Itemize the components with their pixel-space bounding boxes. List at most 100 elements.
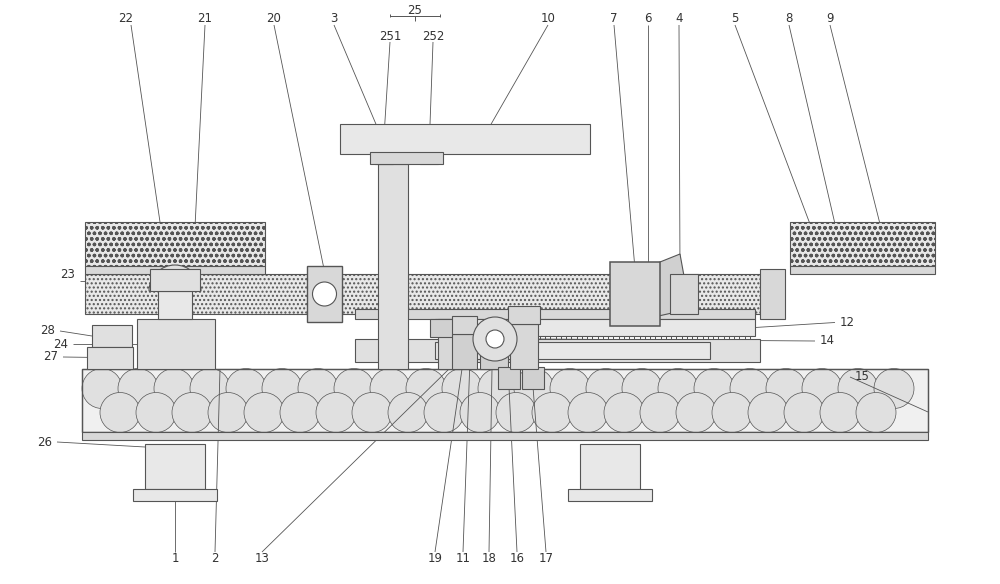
Text: 28: 28 xyxy=(40,325,55,338)
Bar xyxy=(82,369,928,432)
Circle shape xyxy=(486,330,504,348)
Text: 23: 23 xyxy=(60,269,75,281)
Text: 14: 14 xyxy=(820,335,835,347)
Bar xyxy=(137,319,215,369)
Bar xyxy=(87,347,133,369)
Text: 16: 16 xyxy=(510,552,524,565)
Text: 24: 24 xyxy=(53,338,68,350)
Circle shape xyxy=(424,392,464,433)
Bar xyxy=(568,489,652,501)
Circle shape xyxy=(730,369,770,408)
Text: 11: 11 xyxy=(456,552,471,565)
Bar xyxy=(435,319,755,336)
Bar xyxy=(85,274,760,314)
Text: 25: 25 xyxy=(408,4,422,16)
Bar xyxy=(430,319,468,337)
Bar xyxy=(355,339,760,362)
Text: 4: 4 xyxy=(675,12,683,26)
Circle shape xyxy=(748,392,788,433)
Circle shape xyxy=(568,392,608,433)
Bar xyxy=(92,325,132,347)
Circle shape xyxy=(856,392,896,433)
Text: 18: 18 xyxy=(482,552,496,565)
Circle shape xyxy=(694,369,734,408)
Circle shape xyxy=(874,369,914,408)
Circle shape xyxy=(154,369,194,408)
Wedge shape xyxy=(149,265,201,291)
Polygon shape xyxy=(630,254,690,319)
Bar xyxy=(522,367,544,389)
Circle shape xyxy=(820,392,860,433)
Bar xyxy=(790,222,935,266)
Bar xyxy=(610,262,660,326)
Bar xyxy=(510,324,538,369)
Circle shape xyxy=(550,369,590,408)
Bar xyxy=(790,266,935,274)
Circle shape xyxy=(226,369,266,408)
Bar xyxy=(85,222,265,266)
Bar xyxy=(82,369,928,432)
Bar xyxy=(82,432,928,440)
Text: 2: 2 xyxy=(211,552,219,565)
Circle shape xyxy=(100,392,140,433)
Circle shape xyxy=(478,369,518,408)
Text: 8: 8 xyxy=(785,12,793,26)
Bar xyxy=(580,444,640,489)
Bar xyxy=(133,489,217,501)
Text: 251: 251 xyxy=(379,30,401,43)
Circle shape xyxy=(766,369,806,408)
Bar xyxy=(435,342,710,359)
Bar xyxy=(438,319,460,369)
Text: 19: 19 xyxy=(428,552,442,565)
Text: 17: 17 xyxy=(538,552,554,565)
Circle shape xyxy=(473,317,517,361)
Bar xyxy=(480,329,508,369)
Text: 22: 22 xyxy=(119,12,134,26)
Circle shape xyxy=(640,392,680,433)
Circle shape xyxy=(442,369,482,408)
Circle shape xyxy=(280,392,320,433)
Circle shape xyxy=(586,369,626,408)
Circle shape xyxy=(712,392,752,433)
Text: 9: 9 xyxy=(826,12,834,26)
Text: 13: 13 xyxy=(255,552,269,565)
Circle shape xyxy=(532,392,572,433)
Circle shape xyxy=(82,369,122,408)
Circle shape xyxy=(676,392,716,433)
Circle shape xyxy=(622,369,662,408)
Circle shape xyxy=(334,369,374,408)
Circle shape xyxy=(460,392,500,433)
Bar xyxy=(420,154,438,164)
Text: 5: 5 xyxy=(731,12,739,26)
Bar xyxy=(498,367,520,389)
Circle shape xyxy=(262,369,302,408)
Bar xyxy=(340,124,590,154)
Text: 6: 6 xyxy=(644,12,652,26)
Bar xyxy=(150,269,200,291)
Circle shape xyxy=(298,369,338,408)
Circle shape xyxy=(244,392,284,433)
Text: 1: 1 xyxy=(171,552,179,565)
Circle shape xyxy=(604,392,644,433)
Circle shape xyxy=(388,392,428,433)
Bar xyxy=(378,164,408,369)
Text: 10: 10 xyxy=(541,12,555,26)
Text: 12: 12 xyxy=(840,316,855,329)
Circle shape xyxy=(316,392,356,433)
Circle shape xyxy=(190,369,230,408)
Bar xyxy=(355,309,755,319)
Text: 20: 20 xyxy=(267,12,281,26)
Bar xyxy=(158,291,192,319)
Circle shape xyxy=(370,369,410,408)
Bar xyxy=(85,266,265,274)
Circle shape xyxy=(658,369,698,408)
Text: 252: 252 xyxy=(422,30,444,43)
Circle shape xyxy=(312,282,336,306)
Text: 3: 3 xyxy=(330,12,338,26)
Circle shape xyxy=(136,392,176,433)
Circle shape xyxy=(406,369,446,408)
Text: 15: 15 xyxy=(855,370,870,384)
Circle shape xyxy=(784,392,824,433)
Circle shape xyxy=(118,369,158,408)
Text: 26: 26 xyxy=(37,436,52,449)
